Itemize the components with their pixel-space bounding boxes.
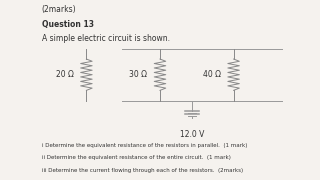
- Text: ii Determine the equivalent resistance of the entire circuit.  (1 mark): ii Determine the equivalent resistance o…: [42, 155, 230, 160]
- Text: i Determine the equivalent resistance of the resistors in parallel.  (1 mark): i Determine the equivalent resistance of…: [42, 143, 247, 148]
- Text: iii Determine the current flowing through each of the resistors.  (2marks): iii Determine the current flowing throug…: [42, 168, 243, 173]
- Text: 20 Ω: 20 Ω: [56, 70, 74, 79]
- Text: Question 13: Question 13: [42, 20, 93, 29]
- Text: 12.0 V: 12.0 V: [180, 130, 204, 139]
- Text: 30 Ω: 30 Ω: [129, 70, 147, 79]
- Text: (2marks): (2marks): [42, 5, 76, 14]
- Text: A simple electric circuit is shown.: A simple electric circuit is shown.: [42, 34, 170, 43]
- Text: 40 Ω: 40 Ω: [203, 70, 221, 79]
